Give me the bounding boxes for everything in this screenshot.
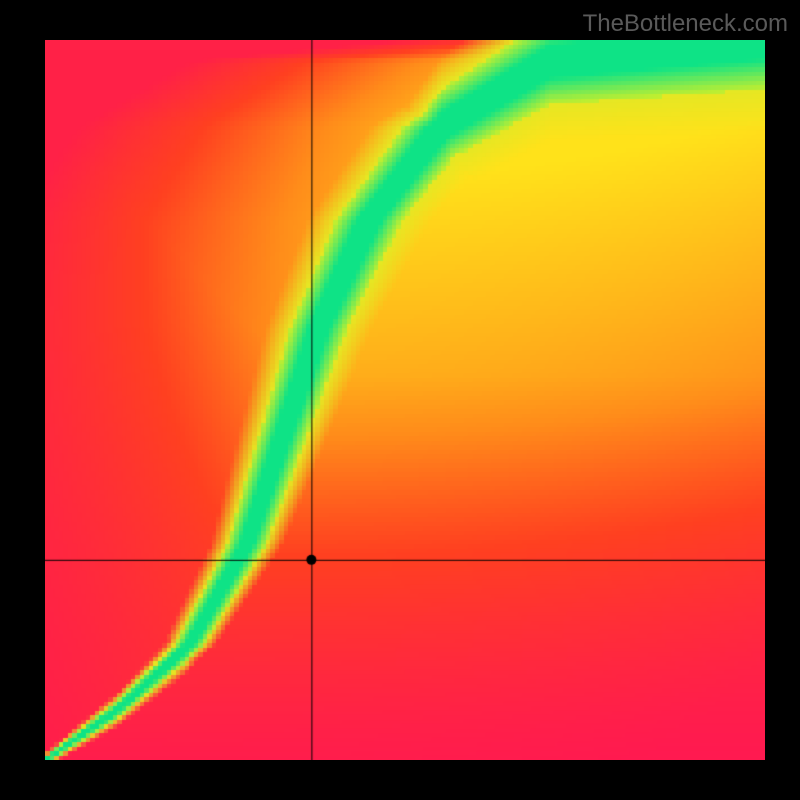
bottleneck-heatmap	[45, 40, 765, 760]
watermark-text: TheBottleneck.com	[583, 10, 788, 38]
